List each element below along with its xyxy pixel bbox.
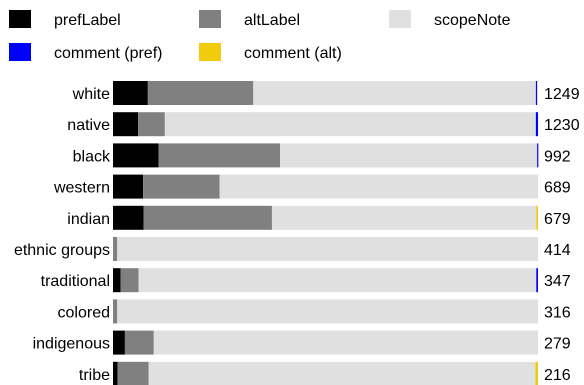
total-label: 1230 (544, 117, 580, 134)
total-label: 1249 (544, 86, 580, 103)
total-label: 689 (544, 180, 571, 197)
bar-segment-altlabel (143, 174, 220, 199)
bar-segment-altlabel (120, 268, 139, 293)
bar-row-indian: indian 679 (67, 205, 571, 230)
total-label: 992 (544, 148, 571, 165)
bar-segment-scopenote (117, 237, 538, 261)
bar-segment-altlabel (113, 299, 118, 324)
category-label: black (73, 148, 111, 165)
bar-segment-preflabel (113, 143, 159, 168)
legend-swatch-comment-pref (9, 43, 31, 61)
bar-segment-preflabel (113, 205, 144, 230)
legend-swatch-scopenote (389, 10, 411, 28)
bar-row-indigenous: indigenous 279 (33, 330, 571, 355)
bar-row-white: white 1249 (72, 81, 580, 105)
category-label: indian (67, 211, 110, 228)
bar-segment-scopenote (148, 361, 536, 385)
bar-row-black: black 992 (73, 143, 571, 168)
plot-area: white 1249 native 1230 black 992 western 689 ind… (14, 81, 580, 385)
bar-segment-scopenote (271, 205, 537, 230)
total-label: 316 (544, 304, 571, 321)
legend-label-comment-alt: comment (alt) (244, 45, 342, 62)
category-label: white (72, 86, 110, 103)
bar-segment-altlabel (138, 112, 165, 137)
bar-segment-comment-pref (535, 112, 539, 137)
total-label: 347 (544, 273, 571, 290)
bar-segment-comment-pref (535, 81, 538, 105)
category-label: indigenous (33, 336, 110, 353)
bar-segment-preflabel (113, 330, 125, 355)
legend-swatch-altlabel (199, 10, 221, 28)
bar-segment-altlabel (147, 81, 254, 105)
bar-segment-altlabel (124, 330, 154, 355)
total-label: 679 (544, 211, 571, 228)
bar-segment-comment-pref (536, 268, 538, 293)
bar-segment-preflabel (113, 268, 121, 293)
legend: prefLabel altLabel scopeNote comment (pref)… (9, 10, 511, 62)
legend-label-preflabel: prefLabel (54, 12, 121, 29)
category-label: western (53, 180, 110, 197)
bar-segment-scopenote (253, 81, 536, 105)
bar-row-colored: colored 316 (58, 299, 571, 324)
bar-segment-comment-alt (535, 361, 538, 385)
legend-swatch-preflabel (9, 10, 31, 28)
bar-segment-scopenote (117, 299, 538, 324)
bar-segment-comment-pref (537, 143, 539, 168)
total-label: 216 (544, 367, 571, 384)
category-label: native (67, 117, 110, 134)
legend-label-scopenote: scopeNote (434, 12, 511, 29)
bar-segment-preflabel (113, 81, 148, 105)
bar-segment-scopenote (219, 174, 538, 199)
bar-row-western: western 689 (53, 174, 571, 199)
bar-segment-preflabel (113, 361, 118, 385)
bar-segment-scopenote (164, 112, 536, 137)
category-label: colored (58, 304, 110, 321)
bar-row-ethnic-groups: ethnic groups 414 (14, 237, 571, 261)
total-label: 414 (544, 242, 571, 259)
bar-segment-altlabel (117, 361, 149, 385)
bar-segment-scopenote (280, 143, 538, 168)
category-label: traditional (41, 273, 110, 290)
bar-segment-scopenote (153, 330, 539, 355)
bar-segment-altlabel (143, 205, 272, 230)
bar-segment-altlabel (113, 237, 118, 261)
total-label: 279 (544, 336, 571, 353)
legend-swatch-comment-alt (199, 43, 221, 61)
category-label: ethnic groups (14, 242, 110, 259)
bar-row-native: native 1230 (67, 112, 580, 137)
bar-segment-comment-alt (536, 205, 538, 230)
legend-label-altlabel: altLabel (244, 12, 300, 29)
bar-segment-altlabel (158, 143, 281, 168)
bar-segment-preflabel (113, 112, 139, 137)
bar-segment-preflabel (113, 174, 144, 199)
bar-segment-scopenote (138, 268, 537, 293)
bar-row-tribe: tribe 216 (79, 361, 571, 385)
category-label: tribe (79, 367, 110, 384)
legend-label-comment-pref: comment (pref) (54, 45, 162, 62)
bar-row-traditional: traditional 347 (41, 268, 571, 293)
